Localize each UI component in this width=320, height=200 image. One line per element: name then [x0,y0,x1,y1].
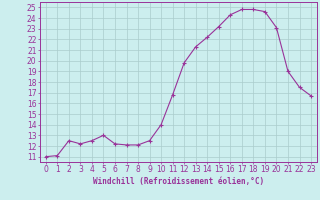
X-axis label: Windchill (Refroidissement éolien,°C): Windchill (Refroidissement éolien,°C) [93,177,264,186]
